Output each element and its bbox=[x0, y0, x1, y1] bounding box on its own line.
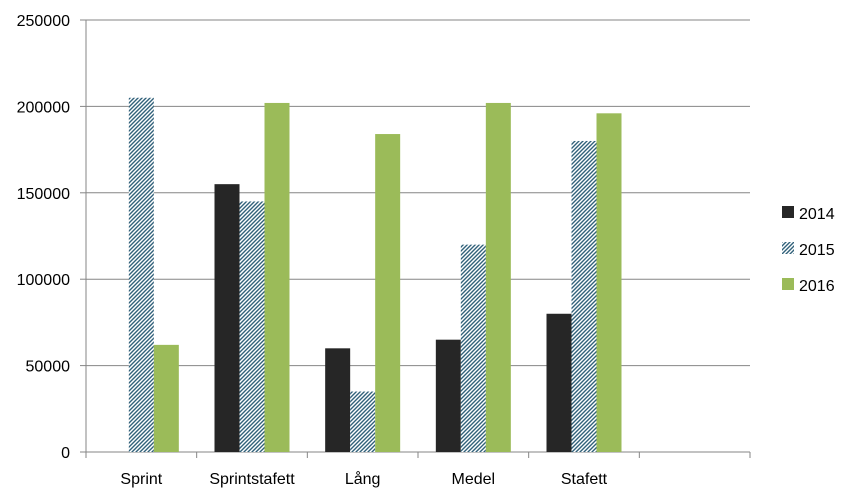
bars bbox=[128, 97, 622, 452]
y-tick-label: 100000 bbox=[17, 272, 70, 289]
bar-2014-Lång bbox=[325, 348, 351, 452]
legend-label: 2014 bbox=[799, 206, 835, 223]
y-tick-label: 0 bbox=[61, 445, 70, 462]
y-tick-label: 200000 bbox=[17, 99, 70, 116]
bar-2015-Stafett bbox=[571, 140, 597, 452]
x-category-label: Sprintstafett bbox=[209, 471, 295, 488]
axes bbox=[85, 20, 751, 458]
bar-2015-Lång bbox=[350, 391, 376, 452]
y-tick-label: 50000 bbox=[26, 359, 71, 376]
bar-2015-Sprintstafett bbox=[239, 201, 265, 452]
y-tick-label: 150000 bbox=[17, 186, 70, 203]
legend-swatch-2015 bbox=[782, 242, 794, 254]
legend-swatch-2014 bbox=[782, 206, 794, 218]
bar-2014-Medel bbox=[435, 339, 461, 452]
bar-2016-Sprintstafett bbox=[264, 102, 290, 452]
legend: 2014 2015 2016 bbox=[782, 206, 835, 295]
x-category-label: Stafett bbox=[561, 471, 608, 488]
bar-2016-Medel bbox=[485, 102, 511, 452]
y-tick-label: 250000 bbox=[17, 13, 70, 30]
gridlines bbox=[80, 19, 750, 453]
legend-swatch-2016 bbox=[782, 278, 794, 290]
legend-label: 2016 bbox=[799, 278, 835, 295]
bar-2015-Sprint bbox=[128, 97, 154, 452]
bar-2016-Sprint bbox=[153, 344, 179, 452]
bar-2015-Medel bbox=[460, 244, 486, 452]
legend-label: 2015 bbox=[799, 242, 835, 259]
bar-2014-Stafett bbox=[546, 313, 572, 452]
bar-2016-Lång bbox=[375, 134, 401, 452]
x-category-label: Lång bbox=[345, 470, 381, 488]
category-labels: Sprint Sprintstafett Lång Medel Stafett bbox=[120, 470, 607, 488]
x-category-label: Sprint bbox=[120, 471, 162, 488]
bar-2016-Stafett bbox=[596, 113, 622, 452]
bar-2014-Sprintstafett bbox=[214, 184, 240, 452]
x-category-label: Medel bbox=[452, 471, 496, 488]
y-tick-labels: 0 50000 100000 150000 200000 250000 bbox=[17, 13, 70, 462]
